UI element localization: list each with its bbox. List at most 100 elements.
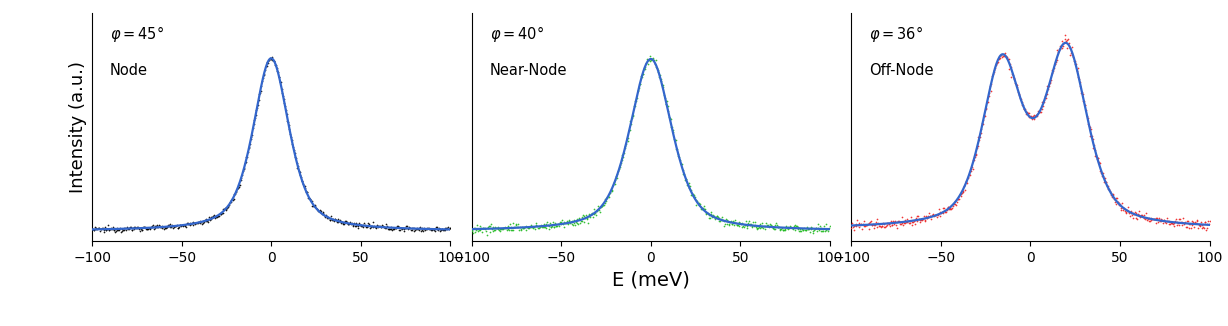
Point xyxy=(430,229,449,234)
Point xyxy=(1153,220,1173,225)
Point xyxy=(1050,43,1070,49)
Point xyxy=(543,223,562,229)
Point xyxy=(1083,145,1103,150)
Point xyxy=(548,221,567,226)
Point xyxy=(1051,43,1071,49)
Point xyxy=(410,225,430,230)
Point xyxy=(356,224,376,230)
Point xyxy=(158,223,178,228)
Point xyxy=(383,226,403,231)
Point xyxy=(115,226,135,231)
Point xyxy=(618,138,637,143)
Point xyxy=(788,226,808,231)
Point xyxy=(722,221,742,226)
Point xyxy=(188,220,208,225)
Point xyxy=(185,220,205,226)
Point xyxy=(1149,215,1169,220)
Point xyxy=(596,198,615,203)
Point xyxy=(1159,221,1179,227)
Point xyxy=(193,218,212,224)
Point xyxy=(572,218,592,224)
Point xyxy=(974,121,993,126)
Point xyxy=(357,225,377,230)
Point xyxy=(1098,183,1117,188)
Point xyxy=(1184,220,1203,225)
Point xyxy=(948,196,968,201)
Point xyxy=(786,222,806,228)
Point xyxy=(718,218,738,224)
Point xyxy=(593,202,613,208)
Point xyxy=(151,224,171,229)
Point xyxy=(849,222,868,228)
Point xyxy=(732,224,752,229)
Point xyxy=(534,222,554,227)
Point xyxy=(986,61,1006,67)
Point xyxy=(539,224,559,229)
Point xyxy=(959,171,979,176)
Point xyxy=(637,57,657,62)
Point xyxy=(389,224,409,230)
Point xyxy=(1142,215,1162,221)
Point xyxy=(666,137,685,142)
Point xyxy=(733,224,753,229)
Point xyxy=(334,220,354,225)
Point xyxy=(208,215,227,220)
Point xyxy=(146,224,166,229)
Point xyxy=(728,222,748,228)
Point xyxy=(657,98,677,103)
Point xyxy=(142,225,162,230)
Point xyxy=(343,223,362,228)
Point xyxy=(1181,225,1201,230)
Point xyxy=(223,197,243,202)
Point xyxy=(576,213,596,218)
Point xyxy=(911,217,931,223)
Point xyxy=(997,54,1017,60)
Point xyxy=(157,225,177,230)
Point xyxy=(464,225,484,230)
Point xyxy=(360,221,379,227)
Point xyxy=(178,221,198,227)
Point xyxy=(613,152,632,157)
Point xyxy=(684,194,704,200)
Point xyxy=(501,224,521,229)
Point xyxy=(765,226,785,231)
Point xyxy=(896,219,916,225)
Point xyxy=(311,207,330,213)
Point xyxy=(160,225,179,230)
Point xyxy=(147,225,167,230)
Point xyxy=(791,228,810,233)
Point xyxy=(133,224,152,230)
Point xyxy=(373,224,393,229)
Point xyxy=(419,226,438,231)
Point xyxy=(1062,52,1082,58)
Point xyxy=(793,227,813,232)
Point xyxy=(903,222,922,228)
Point xyxy=(641,54,661,59)
Point xyxy=(943,204,963,209)
Point xyxy=(95,227,114,232)
Point xyxy=(865,226,884,231)
Point xyxy=(494,225,513,230)
Point xyxy=(523,225,543,230)
Point xyxy=(1164,220,1184,225)
Point xyxy=(711,216,731,221)
Point xyxy=(266,66,286,71)
Point xyxy=(1194,225,1213,230)
Point xyxy=(437,226,457,231)
Point xyxy=(874,222,894,227)
Point xyxy=(1144,217,1164,222)
Point xyxy=(177,220,196,225)
Point xyxy=(576,216,596,221)
Point xyxy=(747,226,766,231)
Point xyxy=(176,224,195,229)
Point xyxy=(204,214,223,219)
Point xyxy=(168,225,188,230)
Point xyxy=(236,159,255,165)
Point xyxy=(251,89,270,94)
Point xyxy=(645,61,664,66)
Point xyxy=(781,223,801,229)
Point xyxy=(1086,153,1105,158)
Point xyxy=(909,216,928,221)
Point xyxy=(1068,75,1088,80)
Point xyxy=(869,224,889,229)
